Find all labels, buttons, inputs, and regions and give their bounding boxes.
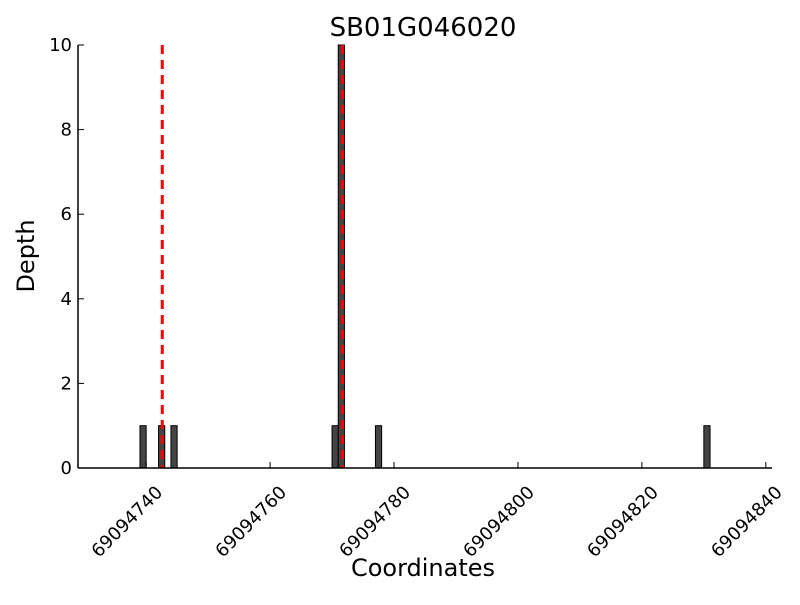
x-tick-label: 69094820 [583,482,663,562]
y-tick-label: 8 [61,120,72,141]
depth-bar [374,425,383,469]
y-tick-label: 4 [61,289,72,310]
y-tick-label: 0 [61,458,72,479]
y-tick-label: 10 [49,35,72,56]
reference-lines-group [160,45,345,468]
x-tick-label: 69094840 [707,482,787,562]
chart-title: SB01G046020 [330,13,517,43]
depth-bar [158,425,166,469]
y-tick-label: 6 [61,204,72,225]
x-tick-label: 69094760 [211,482,291,562]
x-tick-label: 69094800 [459,482,539,562]
depth-bar [139,425,147,469]
depth-bar [331,425,339,469]
y-ticks-group: 0 2 4 6 8 10 [49,35,84,479]
axes-group [77,45,772,469]
depth-bar [170,425,178,469]
x-tick-label: 69094780 [335,482,415,562]
bars-group [139,44,711,469]
y-tick-label: 2 [61,373,72,394]
x-axis-label: Coordinates [351,554,495,582]
x-ticks-group: 69094740 69094760 69094780 69094800 69094820… [88,462,787,562]
depth-bar [703,425,711,469]
y-axis-label: Depth [12,219,40,292]
x-tick-label: 69094740 [88,482,168,562]
